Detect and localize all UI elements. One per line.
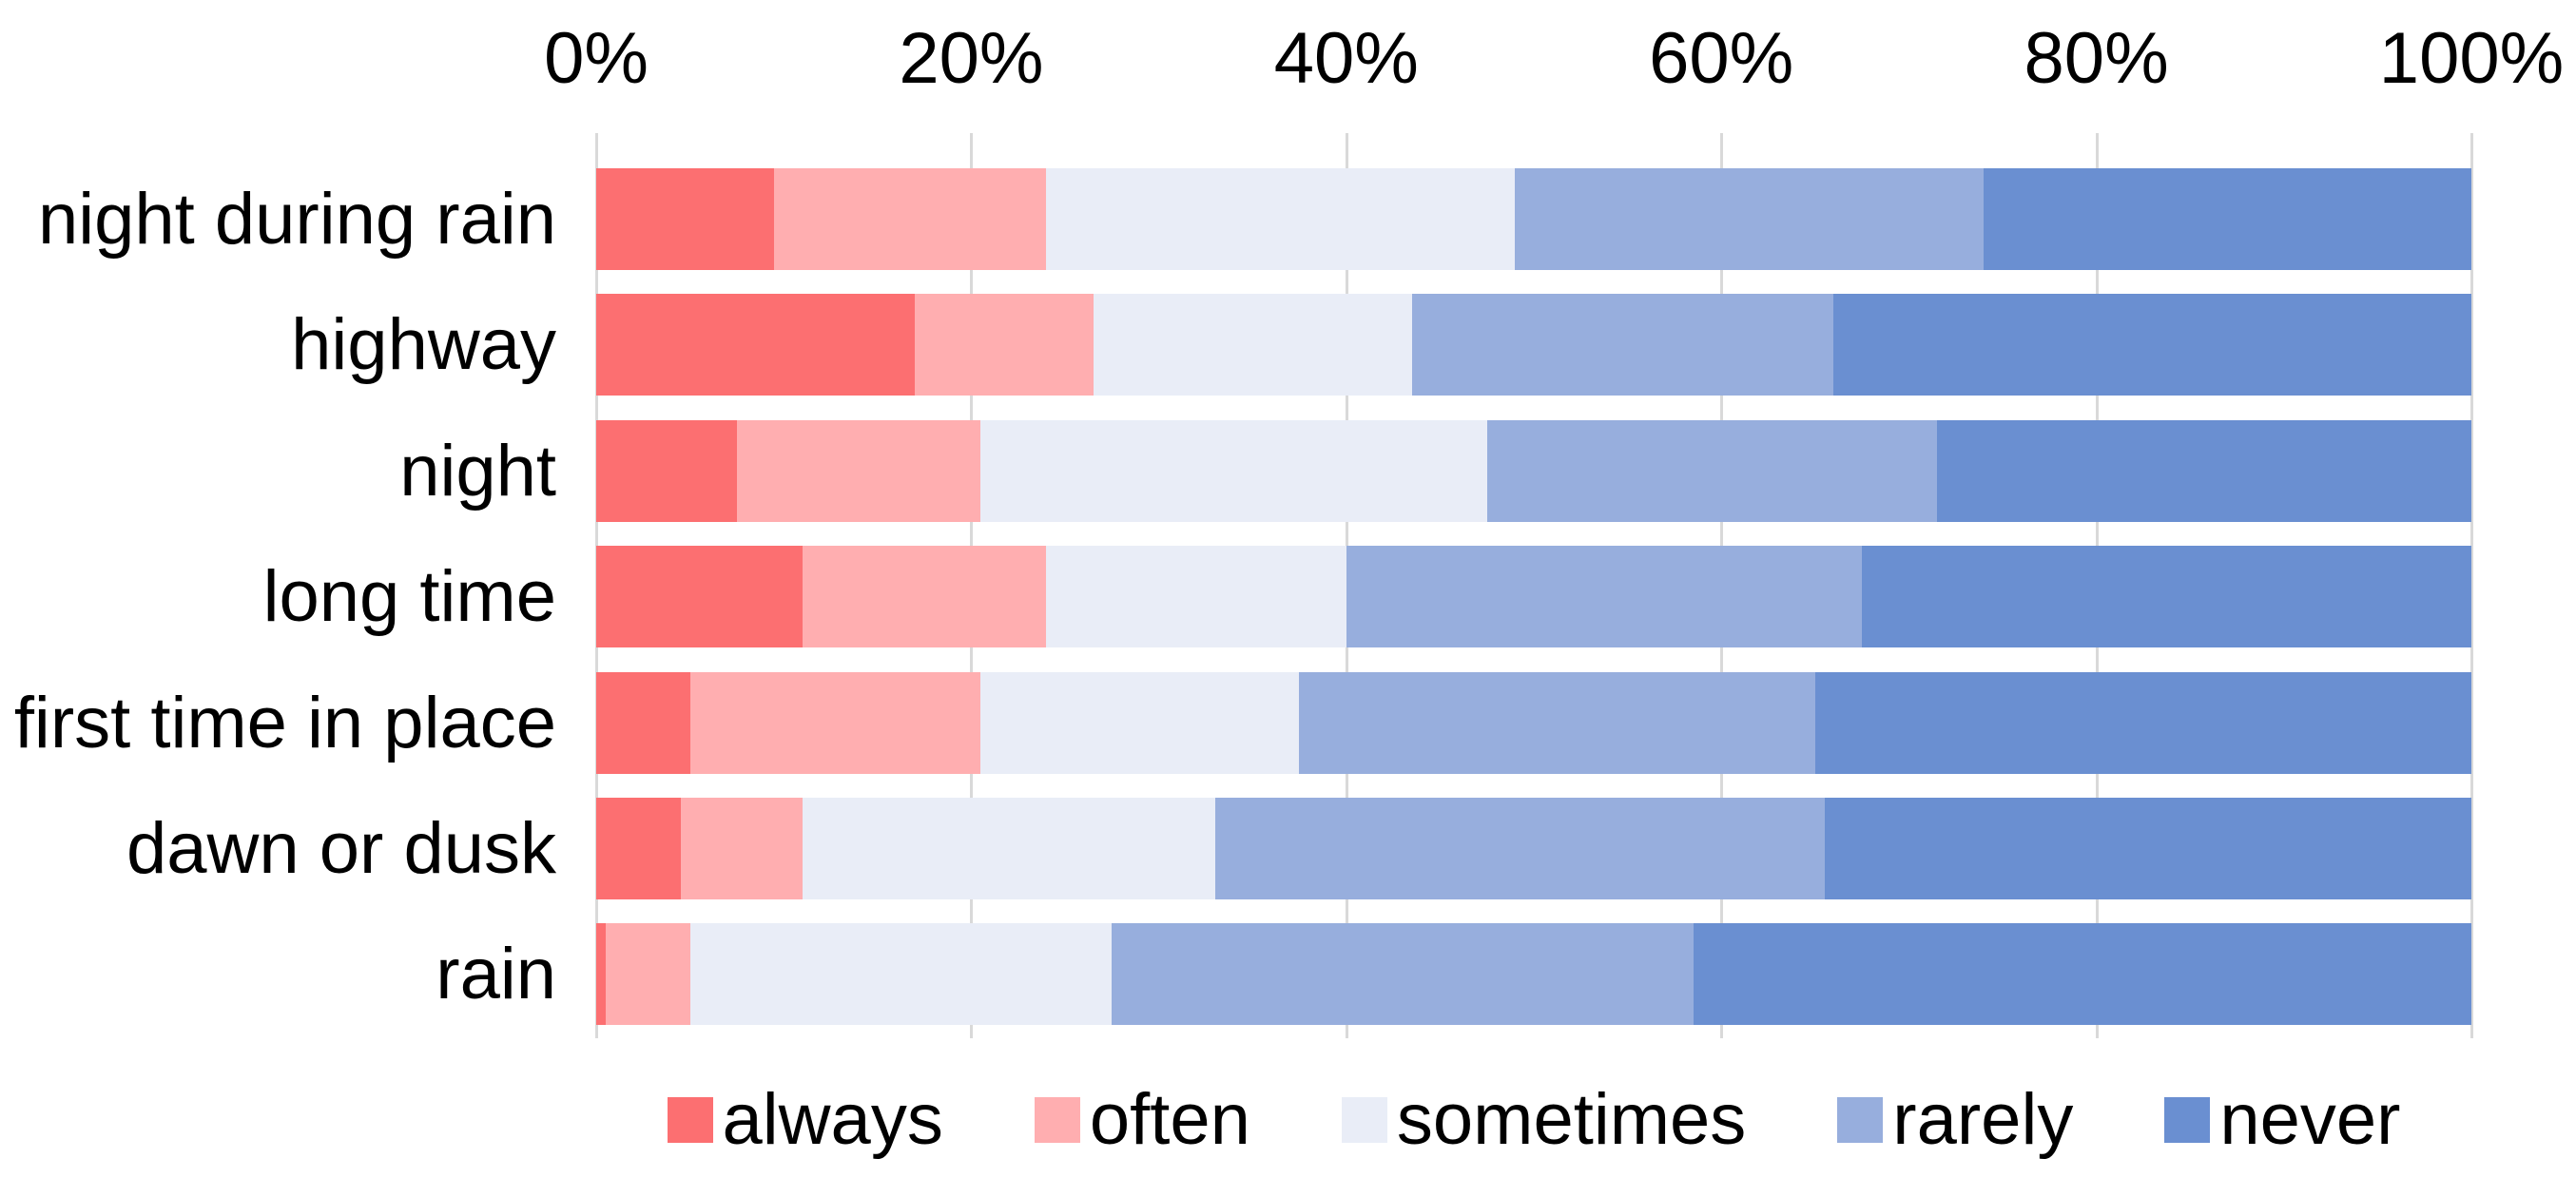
bar-segment-often xyxy=(774,168,1047,270)
bar-segment-never xyxy=(1862,546,2471,648)
legend-swatch xyxy=(2164,1097,2211,1143)
bar-segment-often xyxy=(680,798,803,899)
plot-area xyxy=(595,133,2473,1038)
y-axis-label: highway xyxy=(291,304,556,386)
bar-segment-never xyxy=(1814,671,2471,774)
legend-item-rarely: rarely xyxy=(1837,1076,2073,1164)
x-tick-label: 80% xyxy=(2024,18,2169,99)
bar-segment-rarely xyxy=(1299,671,1815,774)
bar-row xyxy=(596,294,2471,396)
x-axis: 0% 20% 40% 60% 80% 100% xyxy=(0,15,2576,110)
bar-segment-often xyxy=(736,419,981,522)
x-tick-label: 40% xyxy=(1273,18,1419,99)
bar-row xyxy=(596,798,2471,899)
bar-segment-rarely xyxy=(1214,798,1825,899)
bar-segment-always xyxy=(596,798,681,899)
bar-row xyxy=(596,923,2471,1026)
legend-swatch xyxy=(1837,1097,1884,1143)
bar-segment-sometimes xyxy=(980,419,1487,522)
bar-segment-always xyxy=(596,671,690,774)
bar-segment-often xyxy=(605,923,690,1026)
y-axis-label: first time in place xyxy=(13,682,556,763)
bar-segment-never xyxy=(1693,923,2471,1026)
legend-item-often: often xyxy=(1034,1076,1250,1164)
legend-swatch xyxy=(1034,1097,1080,1143)
y-axis-label: night xyxy=(399,430,556,512)
x-tick-label: 20% xyxy=(899,18,1044,99)
bar-segment-always xyxy=(596,546,803,648)
legend-label: often xyxy=(1089,1079,1250,1160)
bar-segment-often xyxy=(689,671,981,774)
bar-segment-never xyxy=(1824,798,2471,899)
bar-segment-always xyxy=(596,419,737,522)
legend-swatch xyxy=(667,1097,713,1143)
bar-row xyxy=(596,546,2471,648)
bar-segment-rarely xyxy=(1411,294,1834,396)
bar-segment-rarely xyxy=(1515,168,1985,270)
bar-row xyxy=(596,168,2471,270)
legend-item-always: always xyxy=(667,1076,943,1164)
bar-segment-sometimes xyxy=(689,923,1113,1026)
bar-row xyxy=(596,419,2471,522)
bar-segment-sometimes xyxy=(802,798,1215,899)
bar-segment-often xyxy=(915,294,1094,396)
bar-segment-rarely xyxy=(1346,546,1863,648)
y-axis-label: long time xyxy=(262,556,556,638)
y-axis-label: night during rain xyxy=(37,179,556,260)
bar-segment-always xyxy=(596,168,775,270)
bar-segment-rarely xyxy=(1486,419,1937,522)
gridline xyxy=(2470,133,2473,1038)
bar-segment-sometimes xyxy=(980,671,1300,774)
legend: always often sometimes rarely never xyxy=(596,1072,2471,1168)
bar-segment-sometimes xyxy=(1046,168,1516,270)
bar-row xyxy=(596,671,2471,774)
x-tick-label: 0% xyxy=(544,18,649,99)
bar-segment-always xyxy=(596,294,916,396)
legend-swatch xyxy=(1341,1097,1387,1143)
x-tick-label: 100% xyxy=(2378,18,2565,99)
x-tick-label: 60% xyxy=(1649,18,1794,99)
bar-segment-always xyxy=(596,923,606,1026)
bar-segment-rarely xyxy=(1112,923,1694,1026)
bar-segment-sometimes xyxy=(1093,294,1412,396)
bar-segment-never xyxy=(1936,419,2471,522)
legend-label: sometimes xyxy=(1396,1079,1747,1160)
y-axis-label: dawn or dusk xyxy=(126,808,556,889)
bar-segment-often xyxy=(802,546,1047,648)
bar-segment-never xyxy=(1833,294,2471,396)
bar-segment-sometimes xyxy=(1046,546,1346,648)
bar-segment-never xyxy=(1984,168,2471,270)
legend-label: never xyxy=(2219,1079,2401,1160)
legend-label: always xyxy=(722,1079,943,1160)
legend-item-never: never xyxy=(2164,1076,2400,1164)
legend-item-sometimes: sometimes xyxy=(1341,1076,1747,1164)
legend-label: rarely xyxy=(1892,1079,2074,1160)
y-axis-label: rain xyxy=(436,934,556,1015)
